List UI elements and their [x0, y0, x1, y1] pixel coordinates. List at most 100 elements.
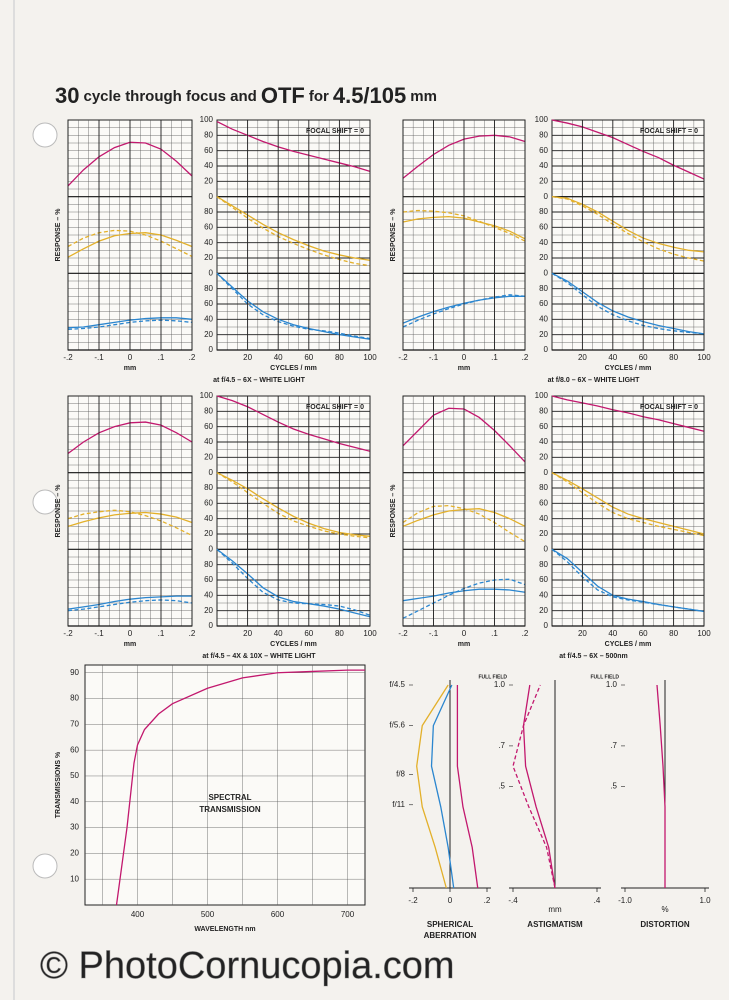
x-tick-label: 60: [304, 629, 313, 638]
x-tick-label: -.2: [63, 629, 73, 638]
x-tick-label: .2: [522, 629, 529, 638]
y-tick-label: 80: [204, 284, 213, 293]
x-axis-label: mm: [458, 641, 470, 648]
curve: [216, 120, 371, 172]
x-axis-label: mm: [548, 905, 562, 914]
curve: [551, 272, 705, 335]
y-tick-label: 40: [539, 238, 548, 247]
y-tick-label: 20: [539, 330, 548, 339]
y-tick-label: .7: [498, 741, 505, 750]
y-tick-label: 0: [544, 544, 549, 553]
curve: [216, 548, 371, 618]
y-tick-label: 40: [204, 161, 213, 170]
y-tick-label: 80: [204, 483, 213, 492]
y-tick-label: 60: [204, 222, 213, 231]
x-axis-label: CYCLES / mm: [605, 641, 652, 648]
y-tick-label: 80: [539, 406, 548, 415]
y-tick-label: 100: [535, 391, 549, 400]
y-tick-label: 30: [70, 823, 79, 832]
y-tick-label: 80: [204, 406, 213, 415]
y-tick-label: 20: [539, 253, 548, 262]
y-tick-label: 0: [544, 268, 549, 277]
y-tick-label: 40: [204, 238, 213, 247]
x-tick-label: 0: [462, 629, 467, 638]
title-part: cycle through focus and: [83, 88, 256, 105]
title-part: mm: [410, 88, 437, 105]
x-tick-label: 20: [578, 353, 587, 362]
y-tick-label: 80: [204, 130, 213, 139]
curve: [512, 684, 556, 889]
y-tick-label: 60: [539, 422, 548, 431]
x-tick-label: -.1: [429, 353, 439, 362]
y-tick-label: 60: [204, 146, 213, 155]
x-tick-label: 0: [448, 896, 453, 905]
curve: [416, 684, 449, 889]
x-tick-label: .4: [594, 896, 601, 905]
curve: [656, 684, 666, 888]
curve: [551, 196, 705, 253]
x-tick-label: 100: [363, 353, 377, 362]
annotation: SPECTRAL: [208, 793, 251, 802]
x-tick-label: 0: [128, 353, 133, 362]
y-tick-label: 70: [70, 719, 79, 728]
y-tick-label: 40: [204, 590, 213, 599]
curve: [67, 599, 193, 612]
y-tick-label: 60: [539, 146, 548, 155]
curve: [551, 395, 705, 432]
x-axis-label: CYCLES / mm: [270, 641, 317, 648]
y-tick-label: f/5.6: [389, 721, 405, 730]
y-tick-label: 0: [209, 192, 214, 201]
y-tick-label: 60: [204, 575, 213, 584]
caption: ABERRATION: [424, 931, 477, 940]
x-tick-label: 700: [341, 910, 355, 919]
x-tick-label: .1: [491, 629, 498, 638]
x-tick-label: -.1: [94, 353, 104, 362]
x-tick-label: 0: [128, 629, 133, 638]
title-part: 4.5/105: [333, 83, 406, 108]
y-tick-label: 80: [70, 694, 79, 703]
curve: [216, 548, 371, 616]
y-tick-label: 40: [539, 314, 548, 323]
y-tick-label: 40: [539, 590, 548, 599]
y-tick-label: 100: [535, 115, 549, 124]
curve: [216, 196, 371, 267]
y-tick-label: 50: [70, 771, 79, 780]
title-part: for: [309, 88, 329, 105]
annotation: FOCAL SHIFT = 0: [640, 404, 698, 411]
y-tick-label: 20: [539, 452, 548, 461]
x-tick-label: 40: [274, 629, 283, 638]
y-tick-label: 0: [209, 268, 214, 277]
y-tick-label: 40: [539, 514, 548, 523]
x-tick-label: 80: [335, 353, 344, 362]
page-title: 30 cycle through focus and OTF for 4.5/105 mm: [55, 83, 437, 108]
curve: [216, 472, 371, 537]
x-axis-label: WAVELENGTH nm: [194, 926, 255, 933]
y-tick-label: 20: [204, 330, 213, 339]
caption: ASTIGMATISM: [527, 920, 583, 929]
y-axis-title: FULL FIELD: [478, 674, 507, 680]
caption: SPHERICAL: [427, 920, 473, 929]
y-axis-label: RESPONSE – %: [390, 208, 397, 262]
annotation: TRANSMISSION: [199, 805, 261, 814]
curve: [456, 685, 479, 889]
y-tick-label: .5: [498, 782, 505, 791]
y-tick-label: 40: [204, 314, 213, 323]
x-axis-label: mm: [458, 365, 470, 372]
y-axis-title: FULL FIELD: [590, 674, 619, 680]
binder-hole: [32, 489, 58, 515]
y-tick-label: f/4.5: [389, 680, 405, 689]
x-tick-label: 60: [639, 629, 648, 638]
y-tick-label: 1.0: [606, 680, 618, 689]
x-tick-label: 1.0: [699, 896, 711, 905]
x-tick-label: -.1: [94, 629, 104, 638]
y-tick-label: 20: [539, 606, 548, 615]
y-tick-label: 0: [209, 468, 214, 477]
plot-frame: [84, 664, 366, 906]
y-tick-label: 40: [70, 797, 79, 806]
x-tick-label: 40: [608, 353, 617, 362]
binder-hole: [32, 853, 58, 879]
y-tick-label: 20: [539, 529, 548, 538]
y-tick-label: 60: [539, 498, 548, 507]
y-tick-label: 20: [204, 253, 213, 262]
